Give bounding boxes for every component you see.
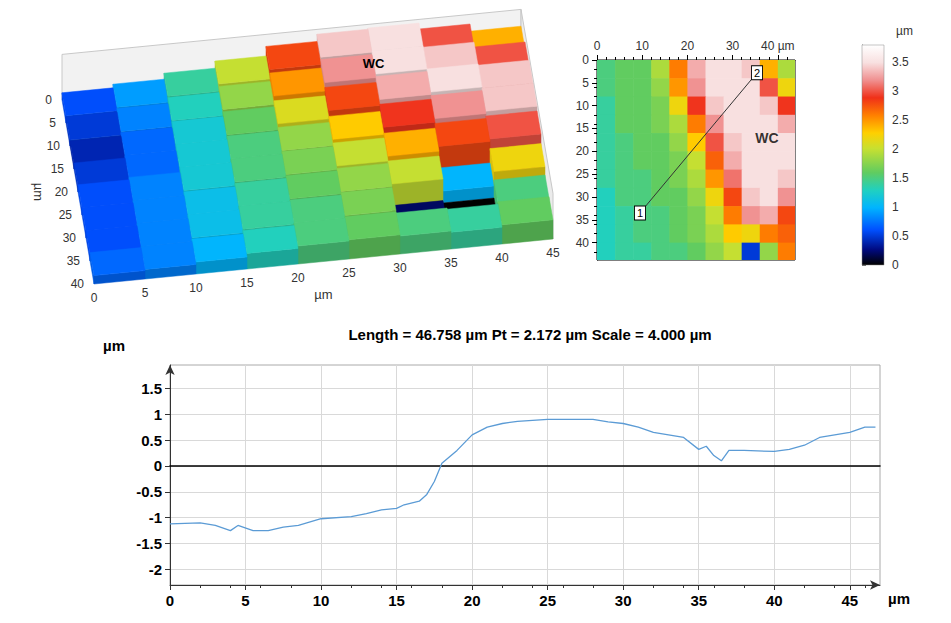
svg-text:15: 15 [576, 121, 590, 135]
svg-text:20: 20 [576, 144, 590, 158]
svg-text:WC: WC [363, 56, 385, 71]
svg-text:0.5: 0.5 [141, 432, 162, 449]
svg-text:0.5: 0.5 [892, 229, 909, 243]
svg-text:15: 15 [388, 592, 405, 609]
svg-text:1.5: 1.5 [141, 380, 162, 397]
svg-text:40: 40 [71, 277, 85, 291]
svg-text:0: 0 [154, 457, 162, 474]
svg-text:20: 20 [291, 271, 305, 285]
svg-text:2: 2 [754, 67, 760, 79]
svg-text:25: 25 [539, 592, 556, 609]
svg-text:3.5: 3.5 [892, 55, 909, 69]
svg-text:30: 30 [63, 231, 77, 245]
svg-text:20: 20 [55, 185, 69, 199]
svg-text:3: 3 [892, 84, 899, 98]
svg-text:5: 5 [582, 76, 589, 90]
svg-text:20: 20 [464, 592, 481, 609]
svg-text:-1.5: -1.5 [136, 535, 162, 552]
svg-text:5: 5 [241, 592, 249, 609]
svg-text:25: 25 [59, 208, 73, 222]
svg-text:5: 5 [142, 286, 149, 300]
svg-text:40: 40 [766, 592, 783, 609]
svg-text:15: 15 [51, 162, 65, 176]
svg-text:30: 30 [615, 592, 632, 609]
svg-text:WC: WC [755, 130, 778, 146]
svg-text:2.5: 2.5 [892, 113, 909, 127]
svg-text:15: 15 [240, 276, 254, 290]
svg-text:25: 25 [342, 266, 356, 280]
svg-text:30: 30 [726, 39, 740, 53]
svg-text:40: 40 [576, 236, 590, 250]
svg-text:40: 40 [495, 251, 509, 265]
svg-text:µm: µm [103, 337, 125, 354]
svg-text:35: 35 [690, 592, 707, 609]
svg-text:1: 1 [637, 207, 643, 219]
svg-text:1: 1 [892, 200, 899, 214]
svg-text:2: 2 [892, 142, 899, 156]
svg-text:1.5: 1.5 [892, 171, 909, 185]
svg-text:10: 10 [313, 592, 330, 609]
svg-text:-2: -2 [149, 561, 162, 578]
svg-text:45: 45 [546, 246, 560, 260]
svg-text:Length = 46.758 µm Pt = 2.172: Length = 46.758 µm Pt = 2.172 µm Scale =… [348, 326, 711, 343]
svg-text:µm: µm [31, 183, 46, 201]
svg-text:35: 35 [444, 256, 458, 270]
svg-text:10: 10 [189, 281, 203, 295]
svg-text:0: 0 [594, 39, 601, 53]
svg-text:0: 0 [91, 291, 98, 305]
svg-text:µm: µm [896, 24, 913, 38]
svg-text:30: 30 [393, 261, 407, 275]
svg-text:µm: µm [888, 590, 910, 607]
svg-text:0: 0 [45, 93, 52, 107]
svg-text:10: 10 [47, 139, 61, 153]
svg-text:25: 25 [576, 167, 590, 181]
svg-text:10: 10 [576, 99, 590, 113]
svg-text:10: 10 [636, 39, 650, 53]
svg-text:35: 35 [67, 254, 81, 268]
svg-text:µm: µm [314, 287, 332, 302]
svg-text:5: 5 [49, 116, 56, 130]
svg-text:20: 20 [681, 39, 695, 53]
svg-text:45: 45 [841, 592, 858, 609]
svg-text:35: 35 [576, 213, 590, 227]
svg-text:-0.5: -0.5 [136, 483, 162, 500]
svg-text:-1: -1 [149, 509, 162, 526]
svg-text:40 µm: 40 µm [761, 39, 795, 53]
svg-text:1: 1 [154, 406, 162, 423]
svg-text:0: 0 [166, 592, 174, 609]
svg-text:30: 30 [576, 190, 590, 204]
svg-text:0: 0 [892, 258, 899, 272]
svg-text:0: 0 [582, 53, 589, 67]
